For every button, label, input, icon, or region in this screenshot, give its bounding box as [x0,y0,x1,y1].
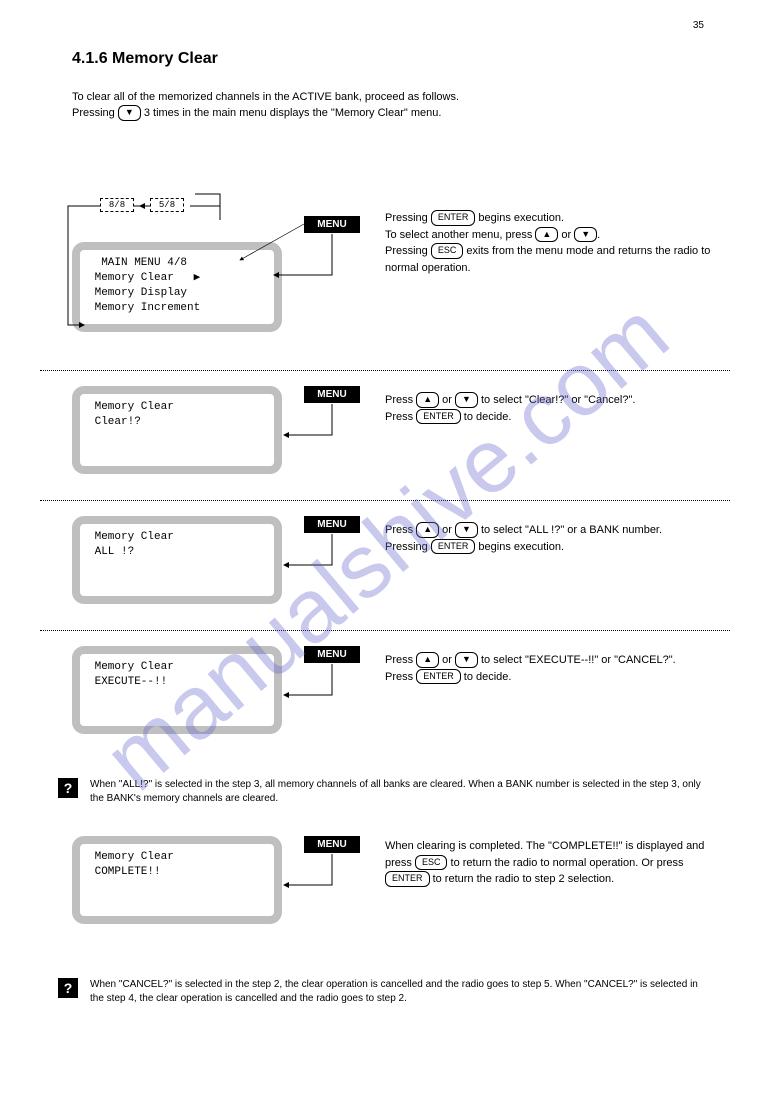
step1-instructions: Pressing ENTER begins execution. To sele… [385,210,715,276]
down-key: ▼ [574,227,597,243]
esc-key: ESC [431,243,464,259]
down-key: ▼ [455,392,478,408]
step2-instructions: Press ▲ or ▼ to select "Clear!?" or "Can… [385,392,715,425]
up-key: ▲ [416,522,439,538]
down-key-pill: ▼ [118,105,141,121]
down-key: ▼ [455,652,478,668]
divider-1 [40,370,730,371]
enter-key: ENTER [385,871,430,887]
up-key: ▲ [416,652,439,668]
section-title: 4.1.6 Memory Clear [72,50,218,68]
up-key: ▲ [535,227,558,243]
note-icon-1: ? [58,778,78,798]
note-text-2: When "CANCEL?" is selected in the step 2… [90,978,710,1006]
divider-3 [40,630,730,631]
esc-key: ESC [415,855,448,871]
enter-key: ENTER [431,539,476,555]
intro-line-2: Pressing 3 times in the main menu displa… [72,105,692,121]
enter-key: ENTER [416,669,461,685]
note-text-1: When "ALL!?" is selected in the step 3, … [90,778,710,806]
enter-key: ENTER [431,210,476,226]
intro-text: To clear all of the memorized channels i… [72,90,692,122]
enter-key: ENTER [416,409,461,425]
down-key: ▼ [455,522,478,538]
up-key: ▲ [416,392,439,408]
step4-instructions: Press ▲ or ▼ to select "EXECUTE--!!" or … [385,652,715,685]
divider-2 [40,500,730,501]
page-number: 35 [693,20,704,31]
note-icon-2: ? [58,978,78,998]
step5-instructions: When clearing is completed. The "COMPLET… [385,838,715,888]
intro-line-1: To clear all of the memorized channels i… [72,90,692,105]
step3-instructions: Press ▲ or ▼ to select "ALL !?" or a BAN… [385,522,715,555]
